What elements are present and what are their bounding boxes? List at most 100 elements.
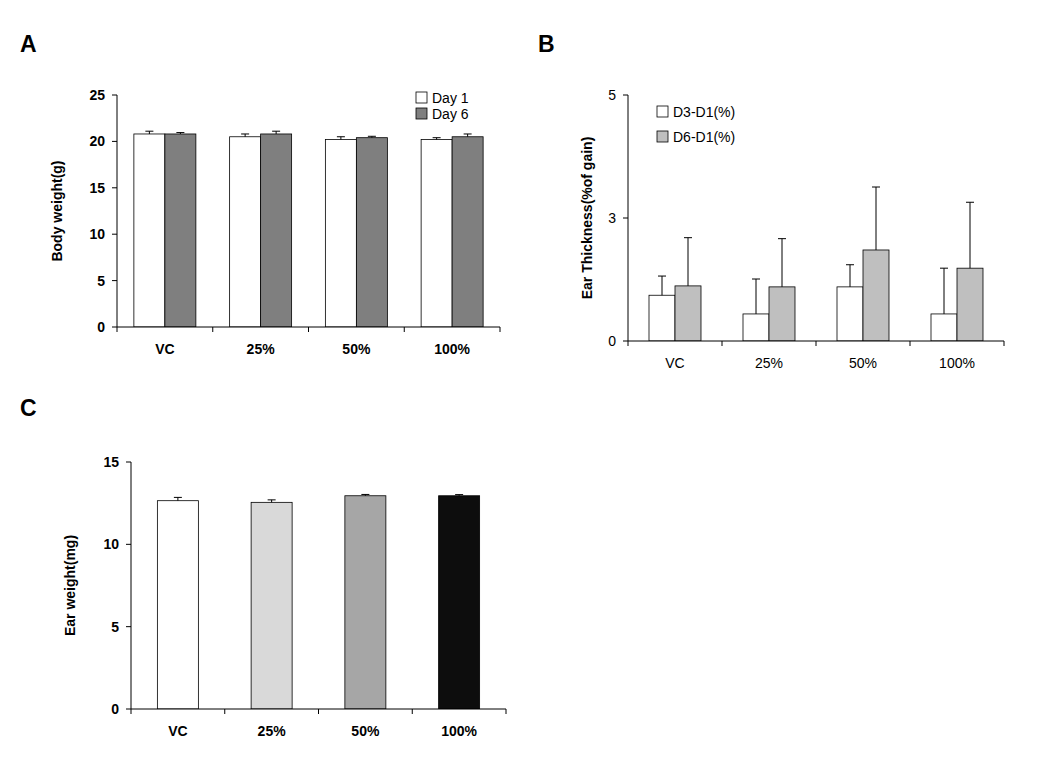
error-bar: [778, 239, 786, 287]
bar: [421, 140, 452, 327]
error-bar: [940, 268, 948, 314]
x-tick-label: 25%: [258, 723, 287, 739]
x-tick: [816, 341, 817, 346]
y-tick-label: 0: [608, 333, 616, 349]
bar: [439, 496, 480, 709]
bar: [261, 134, 292, 327]
bars: [157, 494, 479, 709]
x-tick-label: 50%: [342, 341, 371, 357]
x-tick: [224, 709, 225, 714]
legend-swatch: [416, 108, 427, 119]
error-bar: [176, 133, 184, 134]
error-bar: [464, 134, 472, 137]
bar: [649, 295, 675, 341]
x-tick: [404, 327, 405, 332]
x-tick-label: 25%: [247, 341, 276, 357]
y-tick-label: 10: [89, 226, 105, 242]
y-tick-label: 0: [111, 701, 119, 717]
y-tick: [112, 187, 117, 188]
x-tick: [500, 327, 501, 332]
x-tick: [1004, 341, 1005, 346]
y-tick: [623, 341, 628, 342]
panel-label: A: [20, 31, 37, 57]
bar: [743, 314, 769, 341]
bar: [230, 137, 261, 327]
x-tick: [212, 327, 213, 332]
y-tick-label: 20: [89, 133, 105, 149]
x-tick-label: 100%: [939, 355, 975, 371]
bar: [134, 134, 165, 327]
y-axis-title: Ear Thickness(%of gain): [579, 137, 595, 300]
bar: [675, 286, 701, 341]
y-tick: [623, 95, 628, 96]
legend: D3-D1(%)D6-D1(%): [657, 104, 735, 145]
legend-swatch: [416, 92, 427, 103]
y-tick-label: 15: [89, 180, 105, 196]
x-tick: [131, 709, 132, 714]
panel: B035Ear Thickness(%of gain)VC25%50%100%D…: [538, 31, 1004, 371]
y-tick-label: 5: [608, 87, 616, 103]
error-bar: [966, 202, 974, 268]
error-bar: [872, 187, 880, 250]
y-tick: [112, 141, 117, 142]
error-bar: [846, 265, 854, 287]
bars: [134, 131, 483, 327]
error-bar: [145, 131, 153, 134]
y-axis: [628, 95, 629, 341]
x-tick: [117, 327, 118, 332]
y-tick: [112, 280, 117, 281]
x-tick: [308, 327, 309, 332]
panel-label: B: [538, 31, 555, 57]
x-tick: [910, 341, 911, 346]
y-tick: [623, 218, 628, 219]
legend-swatch: [657, 131, 668, 142]
y-tick: [112, 234, 117, 235]
x-tick-label: VC: [168, 723, 187, 739]
error-bar: [361, 494, 369, 495]
x-tick: [628, 341, 629, 346]
y-axis: [131, 462, 132, 709]
panel: C051015Ear weight(mg)VC25%50%100%: [20, 395, 506, 739]
y-tick-label: 10: [103, 536, 119, 552]
legend-label: D6-D1(%): [673, 129, 735, 145]
y-tick-label: 0: [97, 319, 105, 335]
bar: [769, 287, 795, 341]
bar: [957, 268, 983, 341]
y-axis-title: Body weight(g): [49, 160, 65, 261]
x-tick: [722, 341, 723, 346]
y-tick: [126, 462, 131, 463]
x-tick-label: 50%: [849, 355, 877, 371]
error-bar: [272, 131, 280, 134]
y-tick-label: 15: [103, 454, 119, 470]
error-bar: [433, 138, 441, 140]
y-axis-title: Ear weight(mg): [62, 535, 78, 636]
bars: [649, 187, 983, 341]
x-tick-label: 50%: [351, 723, 380, 739]
x-tick: [412, 709, 413, 714]
x-tick-label: VC: [665, 355, 684, 371]
legend-label: Day 1: [432, 90, 469, 106]
error-bar: [752, 279, 760, 314]
error-bar: [268, 500, 276, 502]
y-axis: [117, 95, 118, 327]
y-tick: [126, 626, 131, 627]
bar: [863, 250, 889, 341]
error-bar: [684, 238, 692, 286]
x-tick-label: 100%: [434, 341, 470, 357]
error-bar: [455, 495, 463, 496]
y-tick: [126, 544, 131, 545]
bar: [931, 314, 957, 341]
y-tick: [112, 327, 117, 328]
x-tick: [318, 709, 319, 714]
bar: [165, 134, 196, 327]
y-tick-label: 25: [89, 87, 105, 103]
x-tick: [506, 709, 507, 714]
y-tick: [126, 709, 131, 710]
panel: A0510152025Body weight(g)VC25%50%100%Day…: [20, 31, 500, 357]
y-tick: [112, 95, 117, 96]
error-bar: [658, 276, 666, 295]
legend-swatch: [657, 106, 668, 117]
x-tick-label: 25%: [755, 355, 783, 371]
bar: [325, 140, 356, 327]
x-tick-label: VC: [155, 341, 174, 357]
